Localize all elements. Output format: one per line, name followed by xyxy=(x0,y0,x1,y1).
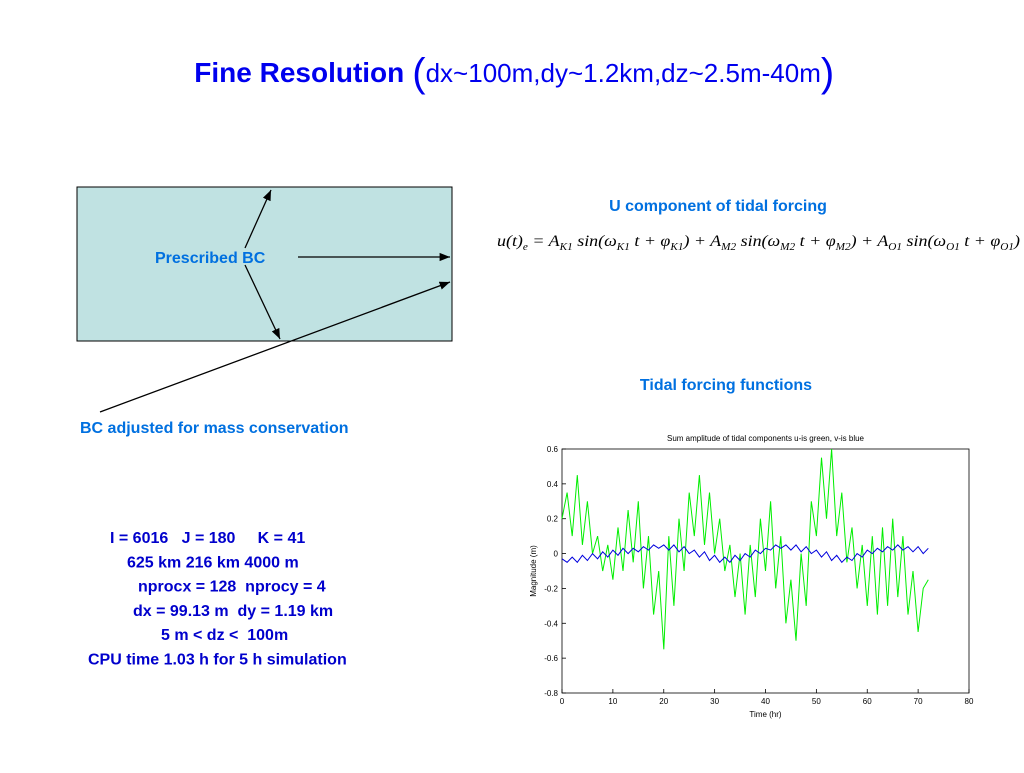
eq-part: sin(ω xyxy=(573,233,617,250)
x-tick-label: 30 xyxy=(710,697,719,706)
stat-line: dx = 99.13 m dy = 1.19 km xyxy=(133,603,333,620)
eq-part: t + φ xyxy=(630,233,671,250)
equation-heading: U component of tidal forcing xyxy=(609,198,827,215)
x-tick-label: 40 xyxy=(761,697,770,706)
eq-part: ) + A xyxy=(682,233,721,250)
eq-part: t + φ xyxy=(960,233,1001,250)
eq-part: u(t) xyxy=(497,233,523,250)
x-axis-label: Time (hr) xyxy=(749,710,781,719)
stat-line: 5 m < dz < 100m xyxy=(161,627,288,644)
stat-line: I = 6016 J = 180 K = 41 xyxy=(110,530,305,547)
eq-subscript: M2 xyxy=(835,242,851,253)
eq-subscript: K1 xyxy=(559,242,573,253)
slide-title: Fine Resolution (dx~100m,dy~1.2km,dz~2.5m… xyxy=(181,51,843,95)
chart: Sum amplitude of tidal components u-is g… xyxy=(529,434,974,719)
x-tick-label: 0 xyxy=(560,697,565,706)
y-tick-label: 0.4 xyxy=(547,480,559,489)
stat-line: CPU time 1.03 h for 5 h simulation xyxy=(88,652,347,669)
eq-subscript: O1 xyxy=(946,242,960,253)
prescribed-label: Prescribed BC xyxy=(155,250,266,267)
series-line xyxy=(561,544,929,564)
x-tick-label: 60 xyxy=(863,697,872,706)
adjusted-label: BC adjusted for mass conservation xyxy=(80,420,349,437)
eq-part: sin(ω xyxy=(902,233,946,250)
eq-part: ) xyxy=(1013,233,1020,250)
stat-line: 625 km 216 km 4000 m xyxy=(127,554,299,571)
eq-part: sin(ω xyxy=(736,233,780,250)
x-tick-label: 80 xyxy=(965,697,974,706)
y-tick-label: 0.6 xyxy=(547,445,559,454)
x-tick-label: 70 xyxy=(914,697,923,706)
y-tick-label: -0.2 xyxy=(544,584,558,593)
y-axis-label: Magnitude (m) xyxy=(529,545,538,597)
stats: I = 6016 J = 180 K = 41 625 km 216 km 400… xyxy=(88,530,347,669)
chart-title: Sum amplitude of tidal components u-is g… xyxy=(667,434,865,443)
x-tick-label: 20 xyxy=(659,697,668,706)
stat-line: nprocx = 128 nprocy = 4 xyxy=(138,579,326,596)
eq-subscript: K1 xyxy=(669,242,683,253)
eq-part: t + φ xyxy=(795,233,836,250)
y-tick-label: -0.4 xyxy=(544,619,558,628)
x-tick-label: 50 xyxy=(812,697,821,706)
bc-arrows xyxy=(99,189,451,413)
y-tick-label: 0 xyxy=(554,550,559,559)
eq-part: = A xyxy=(528,233,560,250)
eq-subscript: M2 xyxy=(779,242,795,253)
eq-subscript: e xyxy=(523,242,529,253)
y-tick-label: -0.8 xyxy=(544,689,558,698)
eq-subscript: K1 xyxy=(616,242,630,253)
eq-part: ) + A xyxy=(849,233,888,250)
chart-heading: Tidal forcing functions xyxy=(640,377,812,394)
y-tick-label: -0.6 xyxy=(544,654,558,663)
eq-subscript: O1 xyxy=(888,242,902,253)
series-line xyxy=(561,448,929,650)
eq-subscript: M2 xyxy=(720,242,736,253)
domain-box xyxy=(76,186,453,342)
eq-subscript: O1 xyxy=(1000,242,1014,253)
x-tick-label: 10 xyxy=(608,697,617,706)
equation: u(t) e = A K1 sin(ω K1 t + φ K1) + A M2 sin(ω… xyxy=(497,233,1020,253)
y-tick-label: 0.2 xyxy=(547,515,559,524)
